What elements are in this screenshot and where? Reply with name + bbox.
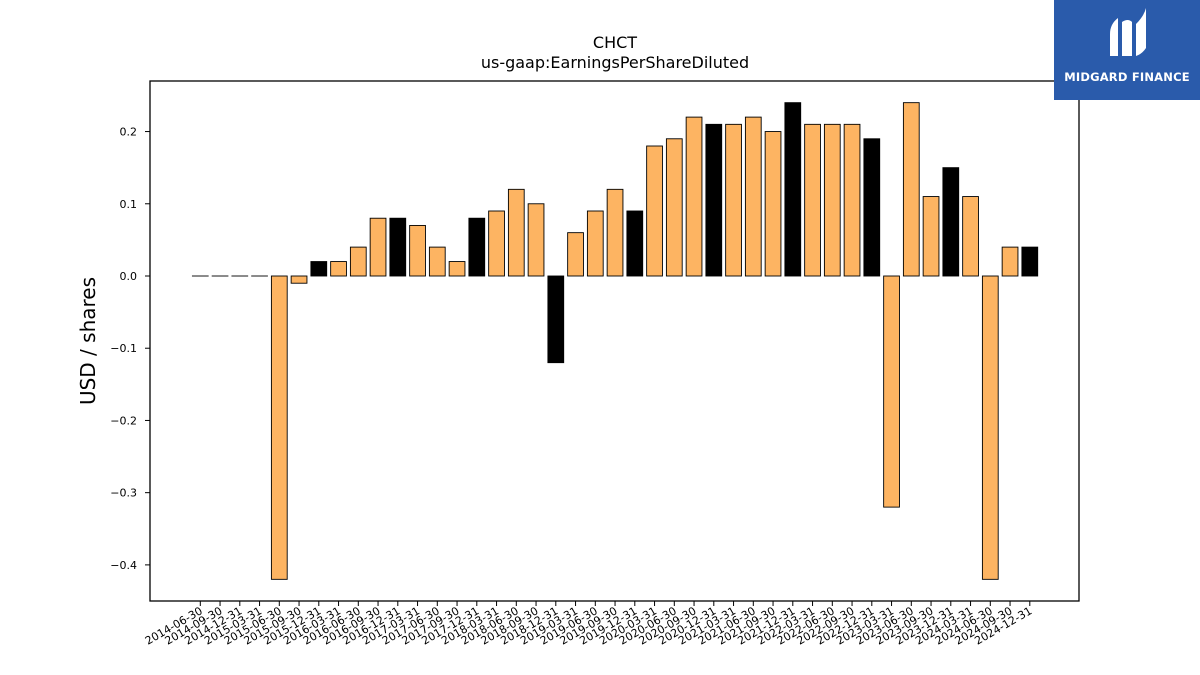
brand-logo: MIDGARD FINANCE: [1054, 0, 1200, 100]
y-tick-label: 0.2: [120, 126, 138, 139]
bar-2020-03-31: [646, 145, 663, 277]
bar-2024-09-30: [1001, 246, 1019, 277]
chart-subtitle: us-gaap:EarningsPerShareDiluted: [481, 53, 749, 72]
bar-2016-06-30: [349, 246, 367, 277]
plot-frame: [149, 80, 1080, 602]
bar-2021-09-30: [764, 131, 782, 277]
bar-2017-12-31: [468, 217, 486, 277]
y-tick-label: 0.0: [120, 270, 138, 283]
bar-2023-03-31: [883, 275, 900, 508]
y-tick-label: −0.1: [110, 342, 137, 355]
bar-2018-06-30: [507, 188, 525, 277]
bar-2024-12-31: [1021, 246, 1039, 277]
bar-2022-09-30: [843, 123, 861, 277]
bar-2019-12-31: [626, 210, 644, 277]
y-tick-label: −0.4: [110, 559, 137, 572]
bar-2022-03-31: [804, 123, 821, 277]
bar-2018-03-31: [488, 210, 505, 277]
bar-2021-12-31: [784, 102, 802, 277]
bar-2016-09-30: [369, 217, 387, 277]
bar-2022-06-30: [823, 123, 841, 277]
bar-2018-12-31: [547, 275, 565, 364]
bar-2024-06-30: [981, 275, 999, 580]
bar-2023-06-30: [902, 102, 920, 277]
bar-2020-06-30: [665, 138, 683, 277]
bar-2023-09-30: [922, 196, 940, 277]
bar-2018-09-30: [527, 203, 545, 277]
bar-2022-12-31: [863, 138, 881, 277]
bar-2021-06-30: [744, 116, 762, 277]
y-tick-label: −0.2: [110, 414, 137, 427]
bar-2020-09-30: [685, 116, 703, 277]
bar-2019-09-30: [606, 188, 624, 277]
chart-title: CHCT: [593, 33, 637, 52]
bar-2023-12-31: [942, 167, 960, 277]
bar-2017-06-30: [428, 246, 446, 277]
y-axis-label: USD / shares: [76, 277, 100, 405]
bar-2019-06-30: [586, 210, 604, 277]
bar-2017-09-30: [448, 261, 466, 277]
y-tick-label: 0.1: [120, 198, 138, 211]
bar-2020-12-31: [705, 123, 723, 277]
bar-2019-03-31: [567, 232, 584, 277]
bar-2015-12-31: [310, 261, 328, 277]
bar-2015-06-30: [270, 275, 288, 580]
brand-name: MIDGARD FINANCE: [1064, 70, 1190, 84]
y-tick-label: −0.3: [110, 487, 137, 500]
bar-2024-03-31: [962, 196, 979, 277]
bar-2021-03-31: [725, 123, 742, 277]
bar-2016-03-31: [330, 261, 347, 277]
midgard-logo-icon: [1110, 8, 1146, 56]
bar-2015-09-30: [290, 275, 308, 284]
bar-2017-03-31: [409, 224, 426, 277]
plot-area: −0.4−0.3−0.2−0.10.00.10.22014-06-302014-…: [110, 80, 1080, 648]
bar-2016-12-31: [389, 217, 407, 277]
